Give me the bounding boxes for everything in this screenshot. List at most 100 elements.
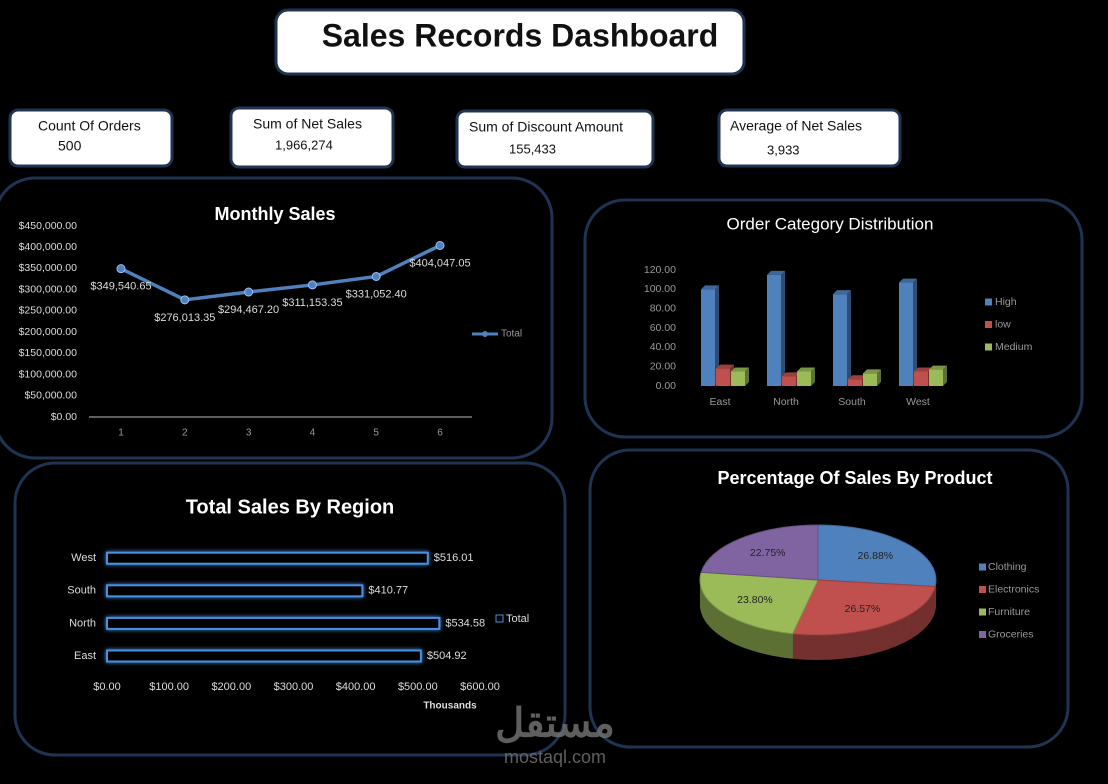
bar [701,289,715,386]
x-tick-label: West [906,396,930,408]
bar [848,379,862,386]
x-tick-label: $100.00 [149,681,189,693]
bar-top [797,367,815,372]
y-tick-label: $150,000.00 [19,347,78,359]
legend-swatch [979,608,986,616]
bar-side [913,278,917,386]
bar-top [848,375,866,380]
x-tick-label: 3 [246,428,252,439]
chart-title: Percentage Of Sales By Product [717,468,992,488]
value-label: $410.77 [368,585,408,597]
bar [929,369,943,386]
pie-slice [791,579,936,636]
y-tick-label: $250,000.00 [19,305,78,317]
bar-side [811,367,815,386]
bar [716,368,730,386]
y-tick-label: West [71,552,96,564]
bar [106,616,441,630]
legend-marker [482,331,488,337]
legend-label: Total [506,613,529,625]
y-tick-label: 0.00 [656,380,677,392]
x-tick-label: $600.00 [460,681,500,693]
value-label: 22.75% [750,547,786,559]
y-tick-label: North [69,617,96,629]
value-label: $349,540.65 [90,281,151,293]
bar [833,294,847,386]
y-tick-label: $0.00 [51,411,77,423]
y-tick-label: 100.00 [644,283,676,295]
bar-side [877,369,881,386]
pie-slice [817,524,937,588]
x-tick-label: 4 [310,428,316,439]
legend-label: Furniture [988,606,1030,618]
bar [767,274,781,386]
value-label: $311,153.35 [282,297,342,309]
x-tick-label: 1 [118,428,124,439]
x-tick-label: $300.00 [274,681,314,693]
value-label: $534.58 [445,617,485,629]
panel [0,176,554,460]
bar [106,551,429,565]
legend-swatch [495,614,504,623]
x-tick-label: 6 [437,428,443,439]
legend-label: Medium [995,341,1033,353]
chart-title: Total Sales By Region [186,496,395,518]
pie-slice [699,571,819,635]
kpi-value: 500 [58,138,82,154]
panel [13,461,567,757]
x-tick-label: 5 [373,428,379,439]
chart-title: Monthly Sales [214,204,335,224]
chart-title: Order Category Distribution [727,214,934,233]
value-label: $504.92 [427,650,467,662]
y-tick-label: $200,000.00 [19,326,78,338]
legend-label: Clothing [988,561,1027,573]
y-tick-label: East [74,650,96,662]
value-label: $294,467.20 [218,304,279,316]
x-tick-label: South [838,396,866,408]
dashboard-title: Sales Records Dashboard [322,17,719,53]
line [120,243,441,302]
bar [731,371,745,386]
point [116,264,126,274]
kpi-card [717,108,902,168]
point [307,280,317,290]
x-tick-label: North [773,396,799,408]
legend-label: low [995,318,1011,330]
legend-swatch [985,343,992,351]
y-tick-label: $400,000.00 [19,241,78,253]
pie-slice [700,524,819,581]
bar-side [781,270,785,386]
bar [914,371,928,386]
value-label: 23.80% [737,594,773,606]
value-label: $276,013.35 [154,312,215,324]
y-tick-label: 40.00 [650,341,676,353]
x-tick-label: 2 [182,428,188,439]
value-label: 26.88% [858,550,894,562]
bar [899,282,913,386]
x-axis-label: Thousands [423,701,477,712]
bar-top [731,367,749,372]
value-label: $404,047.05 [409,257,470,269]
point [435,241,445,251]
bar-side [745,367,749,386]
bar-side [943,365,947,386]
bar-top [833,290,851,295]
value-label: 26.57% [845,603,881,615]
bar-top [767,270,785,275]
bar-top [782,372,800,377]
y-tick-label: 80.00 [650,302,676,314]
legend-swatch [985,321,992,328]
y-tick-label: 60.00 [650,322,676,334]
bar-top [863,369,881,374]
bar [782,376,796,386]
y-tick-label: $450,000.00 [19,220,78,232]
point [180,295,190,305]
legend-swatch [979,586,986,593]
x-tick-label: $400.00 [336,681,376,693]
title-box [274,8,746,76]
kpi-label: Sum of Discount Amount [469,119,623,135]
kpi-label: Count Of Orders [38,118,141,134]
point [371,271,381,281]
watermark: mostaql.com [504,747,606,767]
kpi-value: 3,933 [767,142,800,157]
